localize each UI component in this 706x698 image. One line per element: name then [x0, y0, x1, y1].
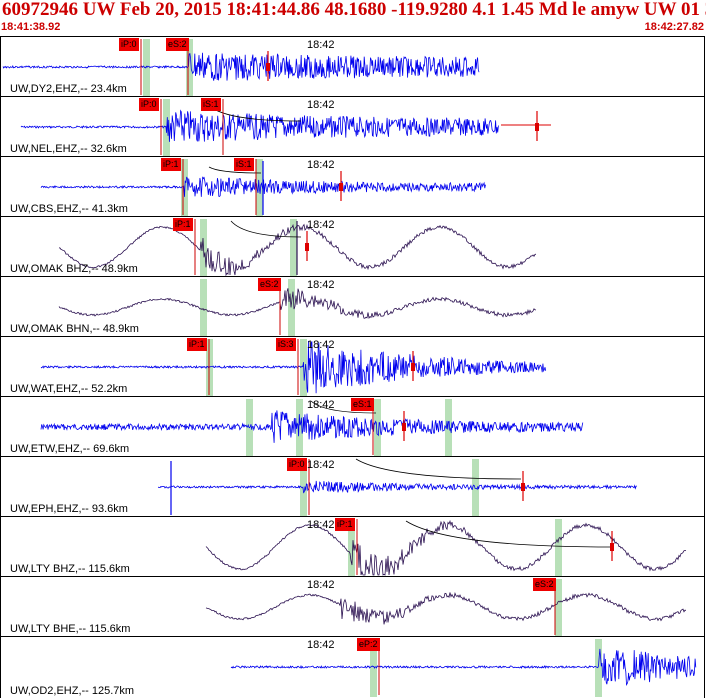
waveform-trace — [205, 591, 687, 625]
waveform-trace — [205, 519, 687, 576]
amplitude-marker-head — [339, 183, 343, 191]
event-header: 60972946 UW Feb 20, 2015 18:41:44.86 48.… — [0, 0, 706, 36]
minute-label: 18:42 — [307, 459, 335, 471]
phase-prediction-curve — [405, 520, 614, 548]
trace-panel[interactable]: 18:42 iP:0 eS:2 UW,DY2,EHZ,-- 23.4km — [0, 36, 705, 96]
station-label: UW,NEL,EHZ,-- 32.6km — [10, 143, 127, 155]
pick-window — [288, 279, 295, 336]
amplitude-marker-head — [411, 363, 415, 371]
trace-panel[interactable]: 18:42 eS:2 UW,OMAK BHN,-- 48.9km — [0, 276, 705, 336]
pick-window — [143, 39, 150, 96]
phase-pick-flag[interactable]: eS:2 — [258, 278, 281, 291]
minute-label: 18:42 — [307, 579, 335, 591]
station-label: UW,CBS,EHZ,-- 41.3km — [10, 203, 128, 215]
amplitude-marker-head — [535, 123, 539, 131]
pick-window — [555, 519, 562, 576]
phase-pick-flag[interactable]: iS:3 — [276, 338, 296, 351]
waveform-canvas — [157, 458, 637, 516]
minute-label: 18:42 — [307, 399, 335, 411]
waveform-canvas — [40, 159, 486, 216]
amplitude-marker-head — [402, 423, 406, 431]
phase-pick-flag[interactable]: iS:1 — [234, 158, 254, 171]
phase-pick-flag[interactable]: iP:0 — [119, 38, 139, 51]
station-label: UW,OMAK BHZ,-- 48.9km — [10, 263, 138, 275]
phase-prediction-curve — [310, 400, 377, 414]
amplitude-marker-head — [610, 543, 614, 551]
waveform-trace — [20, 109, 499, 142]
minute-label: 18:42 — [307, 519, 335, 531]
amplitude-marker-head — [266, 63, 270, 71]
pick-window — [186, 39, 193, 96]
pick-window — [181, 159, 188, 216]
waveform-trace — [230, 648, 697, 686]
pick-window — [290, 219, 297, 276]
trace-panel[interactable]: 18:42 iP:0 iS:1 UW,NEL,EHZ,-- 32.6km — [0, 96, 705, 156]
phase-pick-flag[interactable]: iP:1 — [335, 518, 355, 531]
trace-panel[interactable]: 18:42 iP:1 UW,OMAK BHZ,-- 48.9km — [0, 216, 705, 276]
trace-panel[interactable]: 18:42 iP:1 UW,LTY BHZ,-- 115.6km — [0, 516, 705, 576]
pick-window — [555, 579, 562, 636]
minute-label: 18:42 — [307, 639, 335, 651]
phase-prediction-curve — [230, 220, 302, 238]
phase-pick-flag[interactable]: eP:2 — [357, 638, 380, 651]
pick-window — [374, 399, 381, 456]
waveform-canvas — [40, 399, 584, 456]
minute-label: 18:42 — [307, 39, 335, 51]
station-label: UW,EPH,EHZ,-- 93.6km — [10, 503, 128, 515]
station-label: UW,LTY BHE,-- 115.6km — [10, 623, 131, 635]
phase-pick-flag[interactable]: eS:2 — [533, 578, 556, 591]
pick-window — [445, 399, 452, 456]
trace-panel[interactable]: 18:42 iP:0 UW,EPH,EHZ,-- 93.6km — [0, 456, 705, 516]
trace-panel[interactable]: 18:42 eS:2 UW,LTY BHE,-- 115.6km — [0, 576, 705, 636]
waveform-trace — [40, 340, 547, 394]
pick-window — [296, 399, 303, 456]
phase-pick-flag[interactable]: iP:1 — [173, 218, 193, 231]
phase-prediction-curve — [355, 458, 522, 480]
minute-label: 18:42 — [307, 159, 335, 171]
minute-label: 18:42 — [307, 219, 335, 231]
station-label: UW,ETW,EHZ,-- 69.6km — [10, 443, 130, 455]
window-end-time: 18:42:27.82 — [644, 21, 704, 33]
trace-panel[interactable]: 18:42 iP:1 iS:3 UW,WAT,EHZ,-- 52.2km — [0, 336, 705, 396]
trace-panel[interactable]: 18:42 iP:1 iS:1 UW,CBS,EHZ,-- 41.3km — [0, 156, 705, 216]
station-label: UW,OD2,EHZ,-- 125.7km — [10, 685, 135, 697]
waveform-trace — [2, 52, 480, 81]
waveform-canvas — [205, 519, 687, 576]
station-label: UW,WAT,EHZ,-- 52.2km — [10, 383, 128, 395]
phase-pick-flag[interactable]: iP:0 — [287, 458, 307, 471]
amplitude-marker-head — [521, 483, 525, 491]
minute-label: 18:42 — [307, 99, 335, 111]
trace-panel[interactable]: 18:42 eP:2 UW,OD2,EHZ,-- 125.7km — [0, 636, 705, 698]
phase-pick-flag[interactable]: iP:1 — [161, 158, 181, 171]
phase-pick-flag[interactable]: iS:1 — [201, 98, 221, 111]
pick-window — [472, 459, 479, 516]
waveform-trace — [58, 288, 537, 320]
event-title: 60972946 UW Feb 20, 2015 18:41:44.86 48.… — [2, 0, 706, 20]
waveform-canvas — [2, 39, 480, 96]
waveform-canvas — [40, 339, 547, 396]
pick-window — [370, 639, 377, 697]
window-start-time: 18:41:38.92 — [1, 21, 61, 33]
waveform-canvas — [58, 219, 537, 276]
minute-label: 18:42 — [307, 279, 335, 291]
station-label: UW,LTY BHZ,-- 115.6km — [10, 563, 130, 575]
seismogram-panels: 18:42 iP:0 eS:2 UW,DY2,EHZ,-- 23.4km 18:42 iP… — [0, 36, 706, 698]
pick-window — [200, 279, 207, 336]
waveform-trace — [157, 480, 637, 494]
minute-label: 18:42 — [307, 339, 335, 351]
station-label: UW,DY2,EHZ,-- 23.4km — [10, 83, 127, 95]
amplitude-marker-head — [305, 243, 309, 251]
phase-pick-flag[interactable]: iP:0 — [139, 98, 159, 111]
phase-prediction-curve — [208, 166, 262, 174]
waveform-trace — [40, 410, 584, 443]
phase-pick-flag[interactable]: eS:2 — [166, 38, 189, 51]
phase-pick-flag[interactable]: iP:1 — [187, 338, 207, 351]
trace-panel[interactable]: 18:42 eS:1 UW,ETW,EHZ,-- 69.6km — [0, 396, 705, 456]
pick-window — [300, 459, 307, 516]
phase-pick-flag[interactable]: eS:1 — [351, 398, 374, 411]
pick-window — [595, 639, 602, 697]
station-label: UW,OMAK BHN,-- 48.9km — [10, 323, 139, 335]
pick-window — [348, 519, 355, 576]
